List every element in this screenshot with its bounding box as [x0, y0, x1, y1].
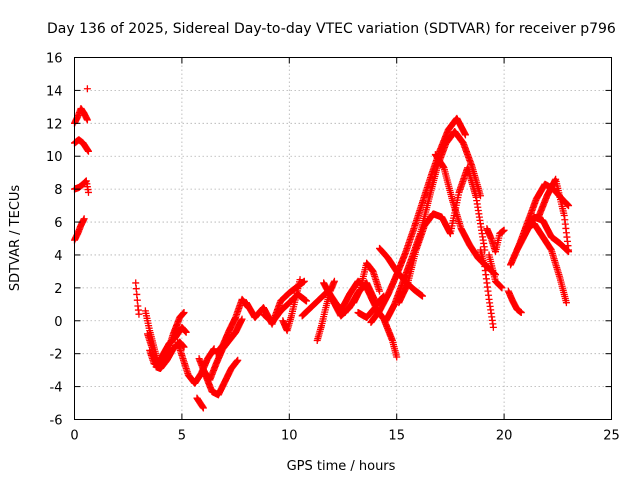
data-point	[135, 310, 143, 318]
data-points	[71, 85, 573, 412]
data-point	[80, 215, 88, 223]
data-point	[234, 356, 242, 364]
data-point	[182, 328, 190, 336]
y-tick-label: 0	[54, 315, 62, 330]
data-point	[302, 297, 310, 305]
x-tick-label: 0	[70, 429, 78, 444]
data-point	[500, 226, 508, 234]
x-tick-label: 15	[388, 429, 405, 444]
y-tick-label: 10	[46, 150, 63, 165]
series-sat-36	[534, 175, 573, 254]
data-point	[376, 287, 384, 295]
series-sat-03	[71, 177, 92, 196]
y-tick-label: -4	[50, 381, 63, 396]
data-point	[517, 309, 525, 317]
y-tick-label: 4	[54, 249, 62, 264]
data-point	[296, 276, 304, 284]
series-sat-12	[195, 355, 242, 399]
data-point	[565, 202, 573, 210]
data-point	[461, 131, 469, 139]
series-sat-35	[522, 220, 570, 307]
data-point	[238, 315, 246, 323]
data-point	[83, 116, 91, 124]
data-point	[393, 353, 401, 361]
data-point	[418, 292, 426, 300]
chart-title: Day 136 of 2025, Sidereal Day-to-day VTE…	[47, 21, 616, 37]
y-tick-label: -6	[50, 414, 63, 429]
data-point	[180, 309, 188, 317]
data-point	[330, 277, 338, 285]
x-tick-label: 25	[603, 429, 620, 444]
series-sat-26	[382, 128, 484, 325]
y-tick-label: -2	[50, 348, 63, 363]
x-tick-label: 20	[496, 429, 513, 444]
data-point	[565, 246, 573, 254]
x-tick-label: 10	[281, 429, 298, 444]
series-sat-17	[279, 276, 304, 335]
series-sat-05	[83, 85, 91, 93]
series-sat-09	[146, 323, 190, 369]
series-sat-32	[504, 287, 525, 317]
series-sat-06	[132, 279, 143, 318]
series-sat-02	[71, 136, 92, 155]
axis-ticks: 0 5 10 15 20 25 -6 -4 -2 0 2 4 6 8 10 12 14 16	[46, 52, 620, 444]
series-sat-22	[350, 259, 384, 307]
data-point	[84, 147, 92, 155]
series-sat-30	[485, 251, 506, 292]
series-sat-31	[483, 225, 508, 256]
y-tick-label: 12	[46, 117, 63, 132]
plot-frame	[74, 57, 612, 420]
y-tick-label: 6	[54, 216, 62, 231]
y-axis-label: SDTVAR / TECUs	[8, 185, 23, 292]
y-tick-label: 16	[46, 52, 63, 67]
data-point	[562, 299, 570, 307]
x-tick-label: 5	[178, 429, 186, 444]
y-tick-label: 8	[54, 183, 62, 198]
data-point	[498, 284, 506, 292]
data-point	[83, 85, 91, 93]
series-sat-27	[395, 164, 489, 307]
y-tick-label: 14	[46, 84, 63, 99]
series-sat-11	[193, 394, 207, 412]
data-point	[84, 188, 92, 196]
x-axis-label: GPS time / hours	[287, 459, 396, 474]
data-point	[199, 404, 207, 412]
data-point	[210, 345, 218, 353]
series-sat-04	[71, 215, 88, 244]
grid-lines	[74, 57, 612, 420]
data-point	[489, 323, 497, 331]
y-tick-label: 2	[54, 282, 62, 297]
series-sat-19	[313, 277, 338, 345]
series-sat-29	[476, 246, 497, 331]
